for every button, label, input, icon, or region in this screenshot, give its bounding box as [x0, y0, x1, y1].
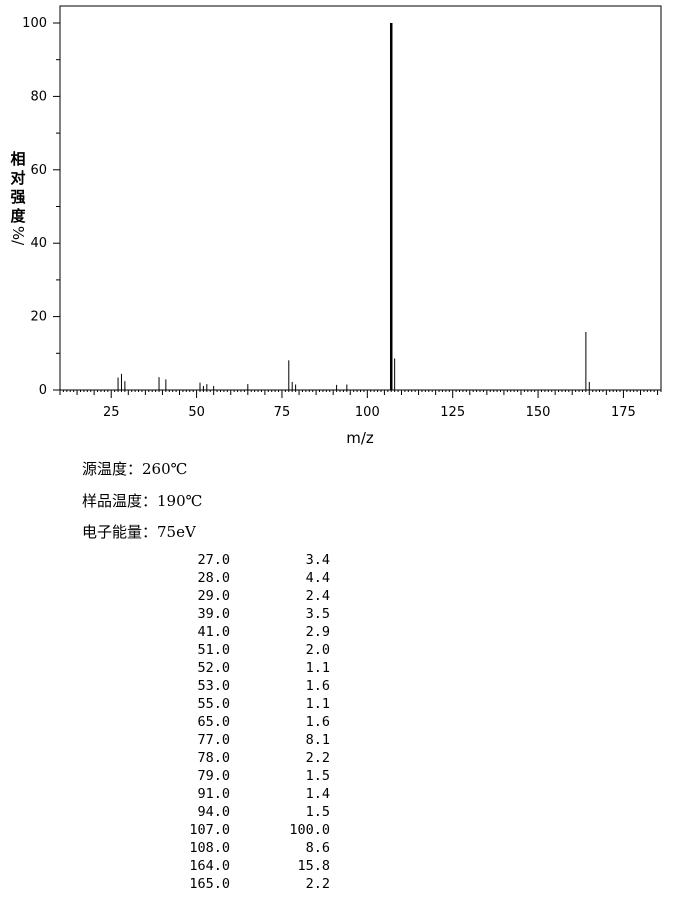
peak-row: 79.0 1.5 — [150, 767, 330, 785]
peak-abundance: 2.2 — [305, 876, 330, 892]
peak-row: 27.0 3.4 — [150, 551, 330, 569]
peak-mz: 79.0 — [197, 768, 230, 784]
peak-abundance: 8.6 — [305, 840, 330, 856]
x-axis-ticks: 25 50 75 100 125 150 175 — [59, 390, 662, 420]
sample-temperature: 样品温度：190℃ — [82, 490, 202, 511]
electron-energy: 电子能量：75eV — [82, 521, 196, 542]
source-temperature: 源温度：260℃ — [82, 458, 187, 479]
x-tick-label: 50 — [188, 405, 205, 420]
condition-label: 样品温度： — [82, 492, 158, 510]
peak-mz: 39.0 — [197, 606, 230, 622]
y-axis-title-char: 度 — [10, 207, 26, 225]
peak-abundance: 4.4 — [305, 570, 330, 586]
peak-mz: 29.0 — [197, 588, 230, 604]
peak-row: 108.0 8.6 — [150, 839, 330, 857]
y-tick-label: 20 — [30, 310, 47, 325]
peak-row: 55.0 1.1 — [150, 695, 330, 713]
peak-abundance: 8.1 — [305, 732, 330, 748]
condition-label: 源温度： — [82, 460, 143, 478]
y-tick-label: 100 — [22, 16, 47, 31]
peak-row: 94.0 1.5 — [150, 803, 330, 821]
peak-row: 29.0 2.4 — [150, 587, 330, 605]
peak-abundance: 2.9 — [305, 624, 330, 640]
peak-abundance: 1.4 — [305, 786, 330, 802]
peak-table: 27.0 3.4 28.0 4.4 29.0 2.4 39.0 3.5 41.0 2.9 51.0 2… — [150, 551, 330, 893]
peak-row: 53.0 1.6 — [150, 677, 330, 695]
peak-mz: 41.0 — [197, 624, 230, 640]
peak-abundance: 1.6 — [305, 714, 330, 730]
peak-row: 107.0 100.0 — [150, 821, 330, 839]
peak-row: 77.0 8.1 — [150, 731, 330, 749]
x-axis-title: m/z — [346, 429, 374, 447]
x-tick-label: 125 — [440, 405, 465, 420]
peak-row: 52.0 1.1 — [150, 659, 330, 677]
peak-mz: 91.0 — [197, 786, 230, 802]
peak-mz: 94.0 — [197, 804, 230, 820]
x-tick-label: 100 — [355, 405, 380, 420]
peak-row: 41.0 2.9 — [150, 623, 330, 641]
peak-mz: 107.0 — [189, 822, 230, 838]
peak-row: 65.0 1.6 — [150, 713, 330, 731]
peak-row: 28.0 4.4 — [150, 569, 330, 587]
peak-mz: 27.0 — [197, 552, 230, 568]
peak-abundance: 100.0 — [289, 822, 330, 838]
condition-label: 电子能量： — [82, 523, 158, 541]
y-axis-title: 相 对 强 度 %/ — [8, 150, 28, 245]
plot-frame — [59, 5, 662, 391]
y-tick-label: 80 — [30, 89, 47, 104]
peak-abundance: 15.8 — [297, 858, 330, 874]
peak-abundance: 1.5 — [305, 768, 330, 784]
peak-abundance: 2.2 — [305, 750, 330, 766]
y-axis-title-char: 对 — [10, 169, 26, 187]
y-axis-title-char: 强 — [10, 188, 26, 206]
y-axis-title-unit: %/ — [9, 225, 28, 246]
peak-abundance: 1.5 — [305, 804, 330, 820]
peak-row: 165.0 2.2 — [150, 875, 330, 893]
y-axis-ticks: 0 20 40 60 80 100 — [22, 16, 60, 398]
peak-mz: 165.0 — [189, 876, 230, 892]
x-tick-label: 150 — [526, 405, 551, 420]
peak-mz: 52.0 — [197, 660, 230, 676]
condition-value: 75eV — [157, 523, 196, 541]
peak-row: 51.0 2.0 — [150, 641, 330, 659]
peak-mz: 53.0 — [197, 678, 230, 694]
y-tick-label: 40 — [30, 236, 47, 251]
peak-abundance: 1.1 — [305, 696, 330, 712]
condition-value: 260℃ — [142, 460, 188, 478]
peak-mz: 51.0 — [197, 642, 230, 658]
peak-abundance: 2.0 — [305, 642, 330, 658]
x-tick-label: 175 — [611, 405, 636, 420]
peak-mz: 108.0 — [189, 840, 230, 856]
peak-mz: 164.0 — [189, 858, 230, 874]
peak-abundance: 2.4 — [305, 588, 330, 604]
peak-mz: 77.0 — [197, 732, 230, 748]
mass-spectrum-chart: 0 20 40 60 80 100 25 50 75 100 125 150 175 m/z — [22, 5, 662, 447]
x-tick-label: 75 — [274, 405, 291, 420]
peak-row: 39.0 3.5 — [150, 605, 330, 623]
peak-row: 78.0 2.2 — [150, 749, 330, 767]
peak-mz: 28.0 — [197, 570, 230, 586]
peak-abundance: 3.5 — [305, 606, 330, 622]
y-axis-title-char: 相 — [10, 150, 26, 168]
y-tick-label: 0 — [39, 383, 47, 398]
peak-mz: 78.0 — [197, 750, 230, 766]
spectrum-bars — [117, 23, 590, 390]
peak-mz: 65.0 — [197, 714, 230, 730]
peak-abundance: 1.6 — [305, 678, 330, 694]
x-tick-label: 25 — [103, 405, 120, 420]
y-tick-label: 60 — [30, 163, 47, 178]
peak-abundance: 3.4 — [305, 552, 330, 568]
peak-row: 91.0 1.4 — [150, 785, 330, 803]
peak-row: 164.0 15.8 — [150, 857, 330, 875]
condition-value: 190℃ — [157, 492, 203, 510]
peak-abundance: 1.1 — [305, 660, 330, 676]
peak-mz: 55.0 — [197, 696, 230, 712]
